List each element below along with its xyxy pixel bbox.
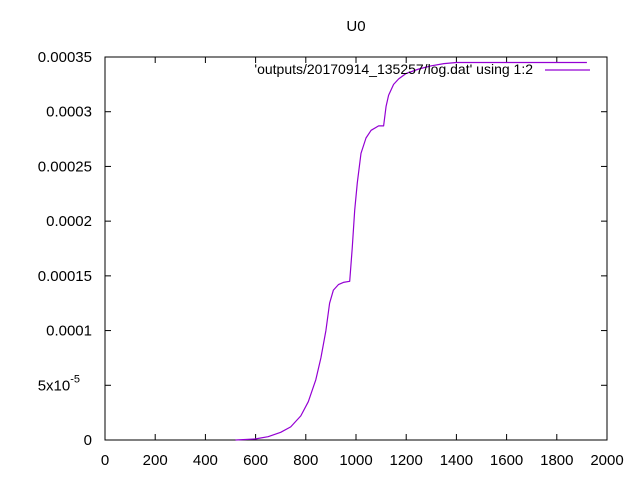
x-tick-label: 1600 bbox=[490, 452, 523, 469]
x-tick-label: 1800 bbox=[540, 452, 573, 469]
y-tick-label: 5x10-5 bbox=[38, 373, 80, 394]
y-tick-label: 0 bbox=[84, 432, 92, 449]
legend-label: 'outputs/20170914_135257/log.dat' using … bbox=[254, 61, 533, 77]
y-tick-label: 0.0002 bbox=[46, 213, 92, 230]
y-tick-exponent: -5 bbox=[70, 373, 80, 385]
chart-title: U0 bbox=[346, 18, 365, 35]
x-tick-label: 2000 bbox=[590, 452, 623, 469]
y-tick-label: 0.00035 bbox=[38, 49, 92, 66]
legend: 'outputs/20170914_135257/log.dat' using … bbox=[254, 61, 590, 77]
axis-ticks: 0 200 400 600 800 1000 1200 1400 1600 1800 2000 0 5x… bbox=[38, 49, 624, 469]
series-line bbox=[235, 61, 587, 441]
y-tick-label: 0.00015 bbox=[38, 268, 92, 285]
x-tick-label: 400 bbox=[193, 452, 218, 469]
y-tick-label: 0.0003 bbox=[46, 104, 92, 121]
y-tick-label: 0.0001 bbox=[46, 323, 92, 340]
x-tick-label: 1000 bbox=[339, 452, 372, 469]
y-tick-label: 0.00025 bbox=[38, 158, 92, 175]
x-tick-label: 200 bbox=[143, 452, 168, 469]
x-tick-label: 600 bbox=[243, 452, 268, 469]
x-tick-label: 1200 bbox=[390, 452, 423, 469]
series-layer bbox=[235, 61, 587, 441]
x-tick-label: 0 bbox=[101, 452, 109, 469]
x-tick-label: 1400 bbox=[440, 452, 473, 469]
x-tick-label: 800 bbox=[293, 452, 318, 469]
plot-frame bbox=[104, 56, 608, 441]
